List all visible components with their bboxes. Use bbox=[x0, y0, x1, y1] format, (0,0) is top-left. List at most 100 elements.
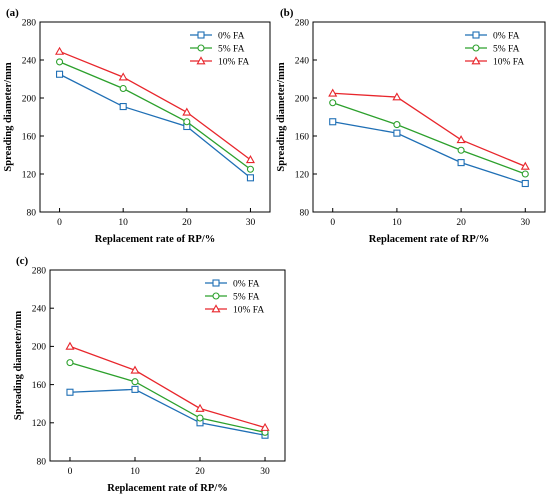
legend-label: 5% FA bbox=[493, 44, 520, 54]
y-tick-label: 80 bbox=[300, 208, 310, 218]
y-tick-label: 200 bbox=[295, 94, 310, 104]
data-point bbox=[131, 378, 139, 386]
x-tick-label: 10 bbox=[130, 467, 140, 477]
panel-label: (c) bbox=[16, 255, 29, 267]
series-line bbox=[332, 102, 526, 175]
y-tick-label: 160 bbox=[22, 132, 37, 142]
legend-marker bbox=[211, 304, 221, 313]
data-point bbox=[392, 92, 402, 101]
legend: 0% FA 5% FA 10% FA bbox=[190, 31, 249, 67]
series-3 bbox=[328, 88, 530, 170]
series-line bbox=[69, 362, 266, 433]
data-point bbox=[55, 70, 64, 78]
y-axis-title: Spreading diameter/mm bbox=[13, 311, 24, 420]
legend-label: 10% FA bbox=[493, 57, 524, 67]
series-3 bbox=[65, 341, 270, 431]
data-point bbox=[457, 159, 465, 167]
data-point bbox=[260, 422, 270, 431]
legend-label: 0% FA bbox=[233, 279, 260, 289]
legend-label: 5% FA bbox=[233, 292, 260, 302]
legend-label: 10% FA bbox=[233, 305, 264, 315]
y-tick-label: 240 bbox=[295, 56, 310, 66]
y-tick-label: 80 bbox=[27, 208, 37, 218]
series-line bbox=[59, 73, 251, 179]
x-tick-label: 10 bbox=[392, 218, 402, 228]
data-point bbox=[393, 121, 401, 129]
chart-panel-2: (b) 80 120 160 200 240 280 0 10 20 30 Replacement r… bbox=[276, 7, 546, 245]
legend-label: 10% FA bbox=[218, 57, 249, 67]
legend-marker bbox=[197, 44, 205, 52]
legend: 0% FA 5% FA 10% FA bbox=[465, 31, 524, 67]
legend-marker bbox=[472, 44, 480, 52]
legend-marker bbox=[197, 31, 205, 39]
data-point bbox=[130, 365, 140, 374]
y-tick-label: 280 bbox=[22, 18, 37, 28]
legend-marker bbox=[212, 279, 220, 287]
data-point bbox=[66, 388, 74, 396]
chart-panel-3: (c) 80 120 160 200 240 280 0 10 20 30 Replacement r… bbox=[13, 255, 286, 494]
y-tick-label: 160 bbox=[32, 381, 47, 391]
x-axis-title: Replacement rate of RP/% bbox=[107, 483, 227, 494]
data-point bbox=[195, 403, 205, 412]
series-2 bbox=[329, 99, 529, 178]
y-tick-label: 240 bbox=[32, 305, 47, 315]
y-tick-label: 240 bbox=[22, 56, 37, 66]
x-tick-label: 30 bbox=[521, 218, 531, 228]
series-line bbox=[332, 92, 526, 168]
data-point bbox=[329, 99, 337, 107]
series-2 bbox=[55, 58, 254, 173]
data-point bbox=[329, 118, 337, 126]
legend-label: 5% FA bbox=[218, 44, 245, 54]
series-1 bbox=[66, 385, 269, 439]
data-point bbox=[182, 107, 192, 116]
data-point bbox=[55, 46, 65, 55]
plot-frame bbox=[49, 269, 286, 462]
legend-label: 0% FA bbox=[218, 31, 245, 41]
y-tick-label: 200 bbox=[22, 94, 37, 104]
y-tick-label: 280 bbox=[295, 18, 310, 28]
y-tick-label: 80 bbox=[37, 457, 47, 467]
legend-marker bbox=[471, 56, 481, 65]
series-line bbox=[59, 50, 251, 161]
y-tick-label: 120 bbox=[22, 170, 37, 180]
legend: 0% FA 5% FA 10% FA bbox=[205, 279, 264, 315]
data-point bbox=[119, 103, 127, 111]
data-point bbox=[246, 174, 254, 182]
y-tick-label: 120 bbox=[295, 170, 310, 180]
x-tick-label: 20 bbox=[195, 467, 205, 477]
data-point bbox=[393, 129, 401, 137]
data-point bbox=[520, 161, 530, 170]
data-point bbox=[196, 414, 204, 422]
x-axis-title: Replacement rate of RP/% bbox=[95, 234, 215, 245]
legend-marker bbox=[472, 31, 480, 39]
legend-marker bbox=[212, 292, 220, 300]
y-tick-label: 160 bbox=[295, 132, 310, 142]
panel-label: (a) bbox=[6, 7, 19, 19]
series-line bbox=[332, 121, 526, 185]
x-tick-label: 0 bbox=[57, 218, 62, 228]
legend-label: 0% FA bbox=[493, 31, 520, 41]
x-tick-label: 30 bbox=[246, 218, 256, 228]
data-point bbox=[328, 88, 338, 97]
data-point bbox=[521, 170, 529, 178]
x-tick-label: 30 bbox=[260, 467, 270, 477]
series-1 bbox=[55, 70, 254, 182]
y-axis-title: Spreading diameter/mm bbox=[276, 62, 287, 171]
y-axis-title: Spreading diameter/mm bbox=[3, 62, 14, 171]
data-point bbox=[119, 84, 127, 93]
data-point bbox=[65, 341, 75, 350]
data-point bbox=[245, 155, 255, 164]
data-point bbox=[456, 135, 466, 144]
y-tick-label: 200 bbox=[32, 343, 47, 353]
series-2 bbox=[66, 359, 269, 436]
x-tick-label: 20 bbox=[182, 218, 192, 228]
data-point bbox=[246, 165, 254, 173]
plot-frame bbox=[39, 21, 271, 213]
data-point bbox=[457, 146, 465, 154]
x-tick-label: 0 bbox=[330, 218, 335, 228]
x-axis-title: Replacement rate of RP/% bbox=[369, 234, 489, 245]
x-tick-label: 10 bbox=[118, 218, 128, 228]
panel-label: (b) bbox=[280, 7, 294, 19]
x-tick-label: 0 bbox=[68, 467, 73, 477]
series-line bbox=[69, 345, 266, 429]
